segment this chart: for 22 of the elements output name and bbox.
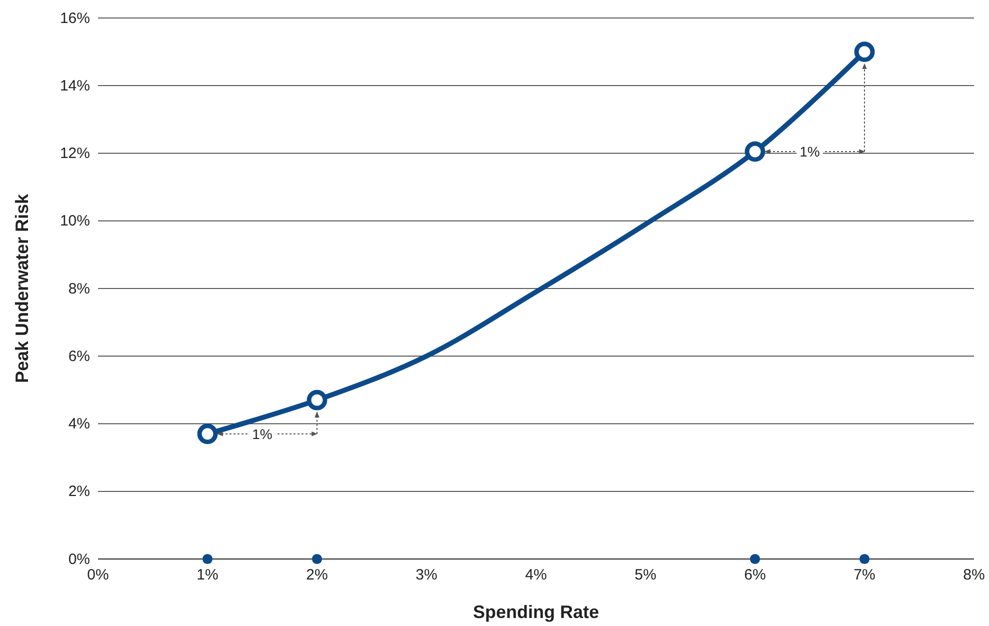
y-tick-label: 14% (60, 77, 90, 94)
x-tick-label: 2% (306, 566, 328, 584)
x-tick-label: 4% (525, 566, 547, 584)
x-tick-label: 0% (87, 566, 109, 584)
x-tick-label: 5% (634, 566, 656, 584)
x-tick-label: 3% (416, 566, 438, 584)
y-tick-label: 4% (68, 416, 90, 433)
y-tick-label: 10% (60, 212, 90, 230)
y-axis-title: Peak Underwater Risk (12, 192, 32, 384)
annotation: 1% (800, 144, 820, 160)
y-tick-label: 16% (60, 10, 90, 27)
x-tick-label: 7% (854, 566, 876, 584)
y-tick-label: 6% (68, 348, 90, 365)
annotation: 1% (252, 426, 272, 442)
x-tick-label: 1% (196, 566, 218, 584)
y-tick-label: 2% (68, 483, 90, 500)
x-axis-title: Spending Rate (472, 602, 600, 622)
x-tick-label: 8% (963, 566, 985, 584)
y-tick-label: 12% (60, 145, 90, 162)
y-tick-label: 8% (68, 280, 90, 298)
x-tick-label: 6% (744, 566, 766, 584)
y-tick-label: 0% (68, 550, 90, 568)
